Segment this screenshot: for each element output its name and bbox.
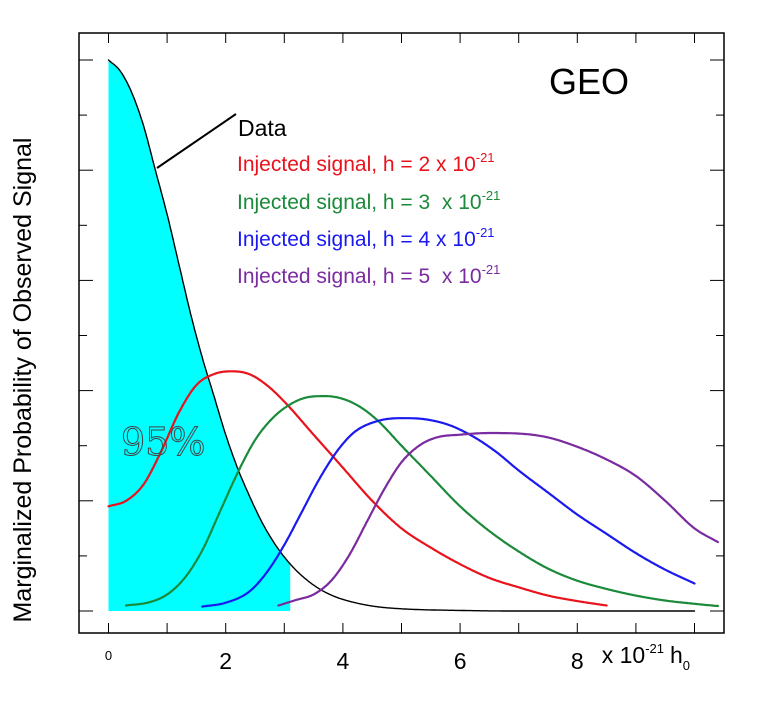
svg-text:h0: h0 [670, 642, 690, 673]
x-tick-label: 2 [219, 648, 232, 674]
svg-text:x 10-21: x 10-21 [602, 641, 664, 668]
shaded-region [108, 60, 291, 611]
legend-leader-line [156, 113, 237, 169]
legend-entry-data: Data [238, 115, 287, 141]
y-ticks [79, 59, 724, 612]
x-axis-label-symbol: h [670, 642, 683, 668]
legend-entry-h2-exponent: -21 [476, 150, 495, 165]
x-tick-label: 6 [454, 648, 467, 674]
legend-entry-h4: Injected signal, h = 4 x 10-21 [237, 225, 495, 251]
shaded-region-label: 95% [121, 420, 205, 464]
x-axis-label-subscript: 0 [683, 658, 690, 673]
x-tick-label: 0 [105, 648, 112, 663]
plot-area [107, 59, 719, 612]
series-line-h3 [125, 395, 719, 608]
series-line-data [107, 59, 696, 612]
series-line-h5 [277, 431, 719, 607]
legend-entry-h3: Injected signal, h = 3 x 10-21 [237, 188, 500, 214]
x-tick-label: 8 [571, 648, 584, 674]
x-axis-label-prefix: x 10 [602, 642, 645, 668]
series-line-h4 [201, 417, 696, 608]
series-line-h2 [107, 370, 608, 607]
legend-entry-h5-text: Injected signal, h = 5 x 10 [237, 265, 482, 288]
x-ticks: 0 2 4 6 8 [105, 33, 695, 674]
x-axis-label: x 10-21 h0 [602, 641, 690, 673]
legend-entry-h3-exponent: -21 [482, 188, 501, 203]
legend-entry-h2: Injected signal, h = 2 x 10-21 [237, 150, 495, 176]
x-axis-label-exponent: -21 [645, 641, 664, 656]
x-tick-label: 4 [337, 648, 350, 674]
legend-entry-h4-text: Injected signal, h = 4 x 10 [237, 228, 476, 251]
legend-entry-h3-text: Injected signal, h = 3 x 10 [237, 191, 482, 214]
legend-entry-h4-exponent: -21 [476, 225, 495, 240]
legend-entry-h5: Injected signal, h = 5 x 10-21 [237, 262, 500, 288]
chart-title: GEO [549, 61, 629, 102]
legend-entry-h5-exponent: -21 [482, 262, 501, 277]
legend: Data Injected signal, h = 2 x 10-21 Inje… [156, 113, 500, 288]
y-axis-label: Marginalized Probability of Observed Sig… [9, 138, 37, 623]
legend-entry-h2-text: Injected signal, h = 2 x 10 [237, 153, 476, 176]
